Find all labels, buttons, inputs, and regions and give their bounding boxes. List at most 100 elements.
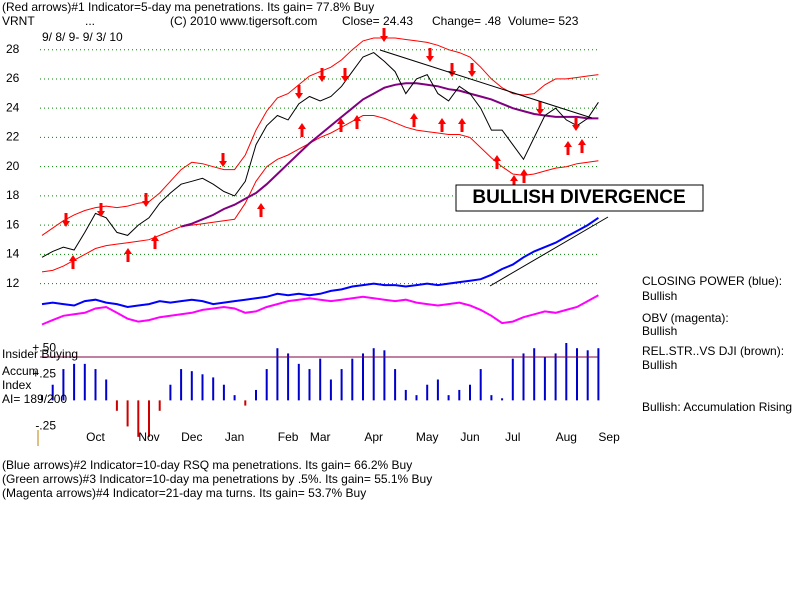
x-tick-label: Feb — [278, 430, 299, 444]
accum-bar — [383, 350, 386, 401]
accum-bar — [469, 384, 471, 401]
accum-bar — [201, 374, 204, 401]
accum-bar — [265, 369, 268, 401]
copyright: (C) 2010 www.tigersoft.com — [170, 14, 317, 28]
dots: ... — [85, 14, 95, 28]
footer-line: (Green arrows)#3 Indicator=10-day ma pen… — [2, 472, 432, 486]
change: Change= .48 — [432, 14, 501, 28]
x-tick-label: Mar — [310, 430, 331, 444]
y-tick-label: 20 — [6, 159, 20, 173]
series-line — [41, 52, 599, 258]
accum-bar — [297, 363, 300, 401]
accum-bar — [41, 395, 43, 401]
trend-line — [379, 49, 593, 119]
accum-bar — [287, 353, 290, 401]
left-label: Accum — [2, 364, 39, 378]
right-label: OBV (magenta): — [642, 311, 729, 325]
accum-bar — [394, 369, 397, 401]
signal-arrows — [62, 28, 586, 269]
right-label: Bullish — [642, 324, 677, 338]
accum-bar — [148, 400, 150, 437]
accum-bar — [158, 400, 161, 411]
accum-bar — [255, 389, 257, 401]
accum-bar — [222, 384, 225, 401]
right-label: REL.STR..VS DJI (brown): — [642, 344, 784, 358]
footer-line: (Blue arrows)#2 Indicator=10-day RSQ ma … — [2, 458, 412, 472]
footer-line: (Magenta arrows)#4 Indicator=21-day ma t… — [2, 486, 366, 500]
accum-bar — [351, 358, 354, 401]
left-label: AI= 189/200 — [2, 392, 67, 406]
series-line — [41, 37, 599, 236]
series-line — [180, 82, 599, 228]
accum-bar — [479, 369, 482, 401]
accum-bar — [490, 395, 493, 401]
annotation-box — [455, 184, 704, 212]
y-tick-label: 16 — [6, 217, 20, 231]
accum-bar — [511, 358, 514, 401]
accum-bar — [308, 369, 311, 401]
x-tick-label: Jun — [460, 430, 479, 444]
accum-bar — [426, 384, 429, 401]
accum-bar — [73, 363, 76, 401]
accum-bar — [51, 384, 54, 401]
accum-bar — [190, 371, 193, 401]
x-tick-label: May — [416, 430, 439, 444]
accum-bar — [83, 363, 86, 401]
accum-bar — [137, 400, 140, 437]
accum-bar — [372, 348, 375, 401]
series-line — [41, 294, 599, 326]
accum-bar — [436, 379, 439, 401]
accum-bar — [212, 377, 215, 401]
accum-bar — [501, 398, 504, 401]
accum-bar — [115, 400, 118, 411]
x-tick-label: Aug — [556, 430, 577, 444]
accum-bar — [276, 348, 279, 401]
accum-bar — [244, 400, 247, 406]
header-line: (Red arrows)#1 Indicator=5-day ma penetr… — [2, 0, 374, 14]
accum-bar — [522, 353, 525, 401]
x-tick-label: Apr — [364, 430, 383, 444]
accum-bar — [169, 384, 172, 401]
accum-bar — [62, 369, 65, 401]
accum-bar — [180, 369, 183, 401]
plot-area — [40, 37, 600, 437]
left-label: Insider Buying — [2, 347, 78, 361]
right-label: Bullish — [642, 289, 677, 303]
y-tick-label: +.25 — [32, 366, 56, 380]
accum-bar — [447, 395, 450, 401]
series-line — [41, 216, 599, 309]
accum-bar — [458, 389, 461, 401]
x-tick-label: Sep — [598, 430, 620, 444]
accum-bar — [576, 348, 578, 401]
accum-bar — [565, 343, 568, 401]
date-range: 9/ 8/ 9- 9/ 3/ 10 — [42, 30, 123, 44]
accum-bar — [94, 369, 97, 401]
left-label: Index — [2, 378, 31, 392]
accum-bar — [597, 348, 600, 401]
ticker: VRNT — [2, 14, 35, 28]
right-label: Bullish: Accumulation Rising — [642, 400, 792, 414]
accum-bar — [586, 350, 589, 401]
y-tick-label: 24 — [6, 100, 20, 114]
y-tick-label: 12 — [6, 276, 20, 290]
accum-bar — [404, 389, 407, 401]
close: Close= 24.43 — [342, 14, 413, 28]
accum-bar — [362, 353, 364, 401]
accum-bar — [415, 395, 418, 401]
series-line — [41, 115, 599, 273]
y-tick-label: 14 — [6, 247, 20, 261]
accum-bar — [533, 348, 536, 401]
accum-bar — [105, 379, 108, 401]
accum-bar — [233, 395, 236, 401]
y-tick-label: +.50 — [32, 340, 56, 354]
y-tick-label: 28 — [6, 42, 20, 56]
volume: Volume= 523 — [508, 14, 579, 28]
annotation: BULLISH DIVERGENCE — [472, 187, 685, 208]
accum-bar — [340, 369, 343, 401]
accum-bar — [126, 400, 129, 427]
y-tick-label: 22 — [6, 130, 20, 144]
accum-bar — [319, 358, 322, 401]
y-tick-label: 26 — [6, 71, 20, 85]
right-label: Bullish — [642, 358, 677, 372]
